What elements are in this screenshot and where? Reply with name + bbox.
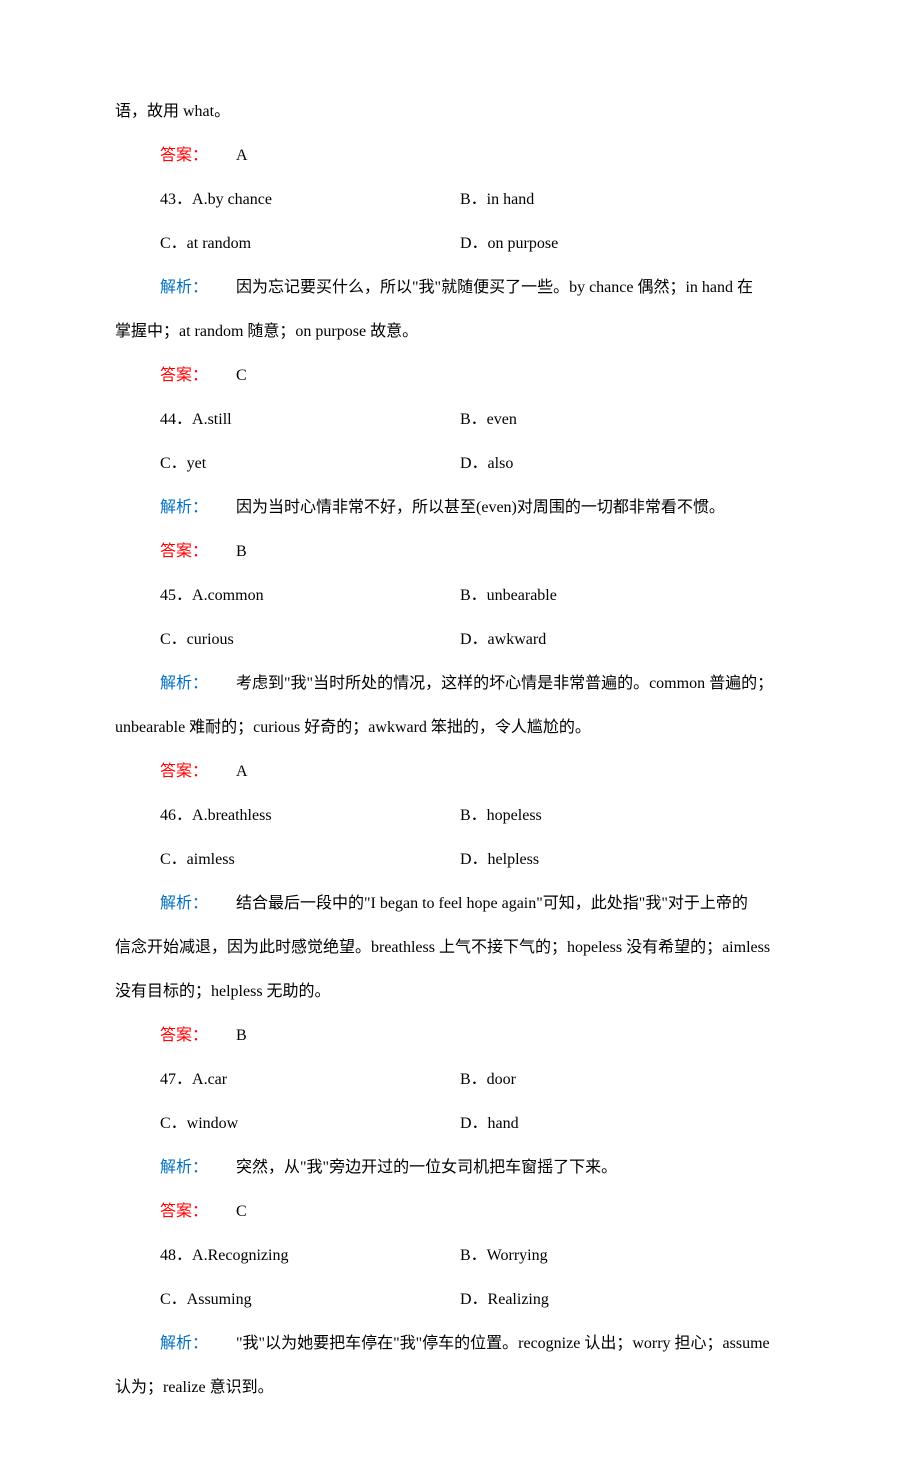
answer-label: 答案： <box>160 763 208 780</box>
question-number: 44． <box>160 411 192 428</box>
answer-line: 答案： C <box>115 1200 805 1224</box>
analysis-label: 解析： <box>160 499 208 516</box>
analysis-continuation: 掌握中；at random 随意；on purpose 故意。 <box>115 320 805 344</box>
analysis-line: 解析： 考虑到"我"当时所处的情况，这样的坏心情是非常普遍的。common 普遍的… <box>115 672 805 696</box>
answer-line: 答案： A <box>115 760 805 784</box>
option-a: A.by chance <box>192 191 272 208</box>
answer-letter: B <box>236 1027 247 1044</box>
answer-label: 答案： <box>160 367 208 384</box>
answer-label: 答案： <box>160 543 208 560</box>
analysis-text: 考虑到"我"当时所处的情况，这样的坏心情是非常普遍的。common 普遍的； <box>236 675 773 692</box>
option-a: A.Recognizing <box>192 1247 288 1264</box>
option-b: B．hopeless <box>460 804 805 828</box>
option-b: B．door <box>460 1068 805 1092</box>
option-d: D．also <box>460 452 805 476</box>
option-d: D．hand <box>460 1112 805 1136</box>
option-c: C．aimless <box>115 848 460 872</box>
analysis-continuation: 没有目标的；helpless 无助的。 <box>115 980 805 1004</box>
analysis-label: 解析： <box>160 1159 208 1176</box>
options-row: C．yet D．also <box>115 452 805 476</box>
analysis-continuation: unbearable 难耐的；curious 好奇的；awkward 笨拙的，令… <box>115 716 805 740</box>
answer-line: 答案： B <box>115 1024 805 1048</box>
options-row: 43．A.by chance B．in hand <box>115 188 805 212</box>
analysis-line: 解析： 突然，从"我"旁边开过的一位女司机把车窗摇了下来。 <box>115 1156 805 1180</box>
answer-letter: C <box>236 367 247 384</box>
question-number: 43． <box>160 191 192 208</box>
option-a: A.still <box>192 411 232 428</box>
option-c: C．window <box>115 1112 460 1136</box>
option-c: C．at random <box>115 232 460 256</box>
options-row: C．Assuming D．Realizing <box>115 1288 805 1312</box>
analysis-label: 解析： <box>160 1335 208 1352</box>
option-d: D．helpless <box>460 848 805 872</box>
analysis-continuation: 认为；realize 意识到。 <box>115 1376 805 1400</box>
answer-label: 答案： <box>160 1203 208 1220</box>
options-row: C．aimless D．helpless <box>115 848 805 872</box>
options-row: C．at random D．on purpose <box>115 232 805 256</box>
options-row: 48．A.Recognizing B．Worrying <box>115 1244 805 1268</box>
option-d: D．Realizing <box>460 1288 805 1312</box>
option-b: B．unbearable <box>460 584 805 608</box>
answer-letter: A <box>236 147 248 164</box>
question-number: 45． <box>160 587 192 604</box>
analysis-label: 解析： <box>160 675 208 692</box>
question-number: 47． <box>160 1071 192 1088</box>
options-row: 45．A.common B．unbearable <box>115 584 805 608</box>
option-a: A.common <box>192 587 264 604</box>
option-b: B．in hand <box>460 188 805 212</box>
options-row: 47．A.car B．door <box>115 1068 805 1092</box>
answer-letter: C <box>236 1203 247 1220</box>
analysis-text: 突然，从"我"旁边开过的一位女司机把车窗摇了下来。 <box>236 1159 617 1176</box>
answer-label: 答案： <box>160 1027 208 1044</box>
analysis-label: 解析： <box>160 279 208 296</box>
options-row: 46．A.breathless B．hopeless <box>115 804 805 828</box>
answer-letter: B <box>236 543 247 560</box>
analysis-line: 解析： "我"以为她要把车停在"我"停车的位置。recognize 认出；worr… <box>115 1332 805 1356</box>
options-row: C．curious D．awkward <box>115 628 805 652</box>
question-number: 46． <box>160 807 192 824</box>
analysis-text: 因为当时心情非常不好，所以甚至(even)对周围的一切都非常看不惯。 <box>236 499 725 516</box>
analysis-text: "我"以为她要把车停在"我"停车的位置。recognize 认出；worry 担… <box>236 1335 770 1352</box>
answer-label: 答案： <box>160 147 208 164</box>
answer-line: 答案： C <box>115 364 805 388</box>
answer-letter: A <box>236 763 248 780</box>
option-c: C．curious <box>115 628 460 652</box>
options-row: 44．A.still B．even <box>115 408 805 432</box>
option-b: B．Worrying <box>460 1244 805 1268</box>
option-a: A.breathless <box>192 807 272 824</box>
option-c: C．Assuming <box>115 1288 460 1312</box>
options-row: C．window D．hand <box>115 1112 805 1136</box>
option-c: C．yet <box>115 452 460 476</box>
continuation-text: 语，故用 what。 <box>115 100 805 124</box>
analysis-line: 解析： 因为忘记要买什么，所以"我"就随便买了一些。by chance 偶然；in… <box>115 276 805 300</box>
question-number: 48． <box>160 1247 192 1264</box>
analysis-line: 解析： 因为当时心情非常不好，所以甚至(even)对周围的一切都非常看不惯。 <box>115 496 805 520</box>
analysis-text: 因为忘记要买什么，所以"我"就随便买了一些。by chance 偶然；in ha… <box>236 279 753 296</box>
analysis-label: 解析： <box>160 895 208 912</box>
option-d: D．on purpose <box>460 232 805 256</box>
answer-line: 答案： A <box>115 144 805 168</box>
option-d: D．awkward <box>460 628 805 652</box>
option-b: B．even <box>460 408 805 432</box>
answer-line: 答案： B <box>115 540 805 564</box>
analysis-text: 结合最后一段中的"I began to feel hope again"可知，此… <box>236 895 748 912</box>
option-a: A.car <box>192 1071 227 1088</box>
analysis-line: 解析： 结合最后一段中的"I began to feel hope again"可… <box>115 892 805 916</box>
analysis-continuation: 信念开始减退，因为此时感觉绝望。breathless 上气不接下气的；hopel… <box>115 936 805 960</box>
